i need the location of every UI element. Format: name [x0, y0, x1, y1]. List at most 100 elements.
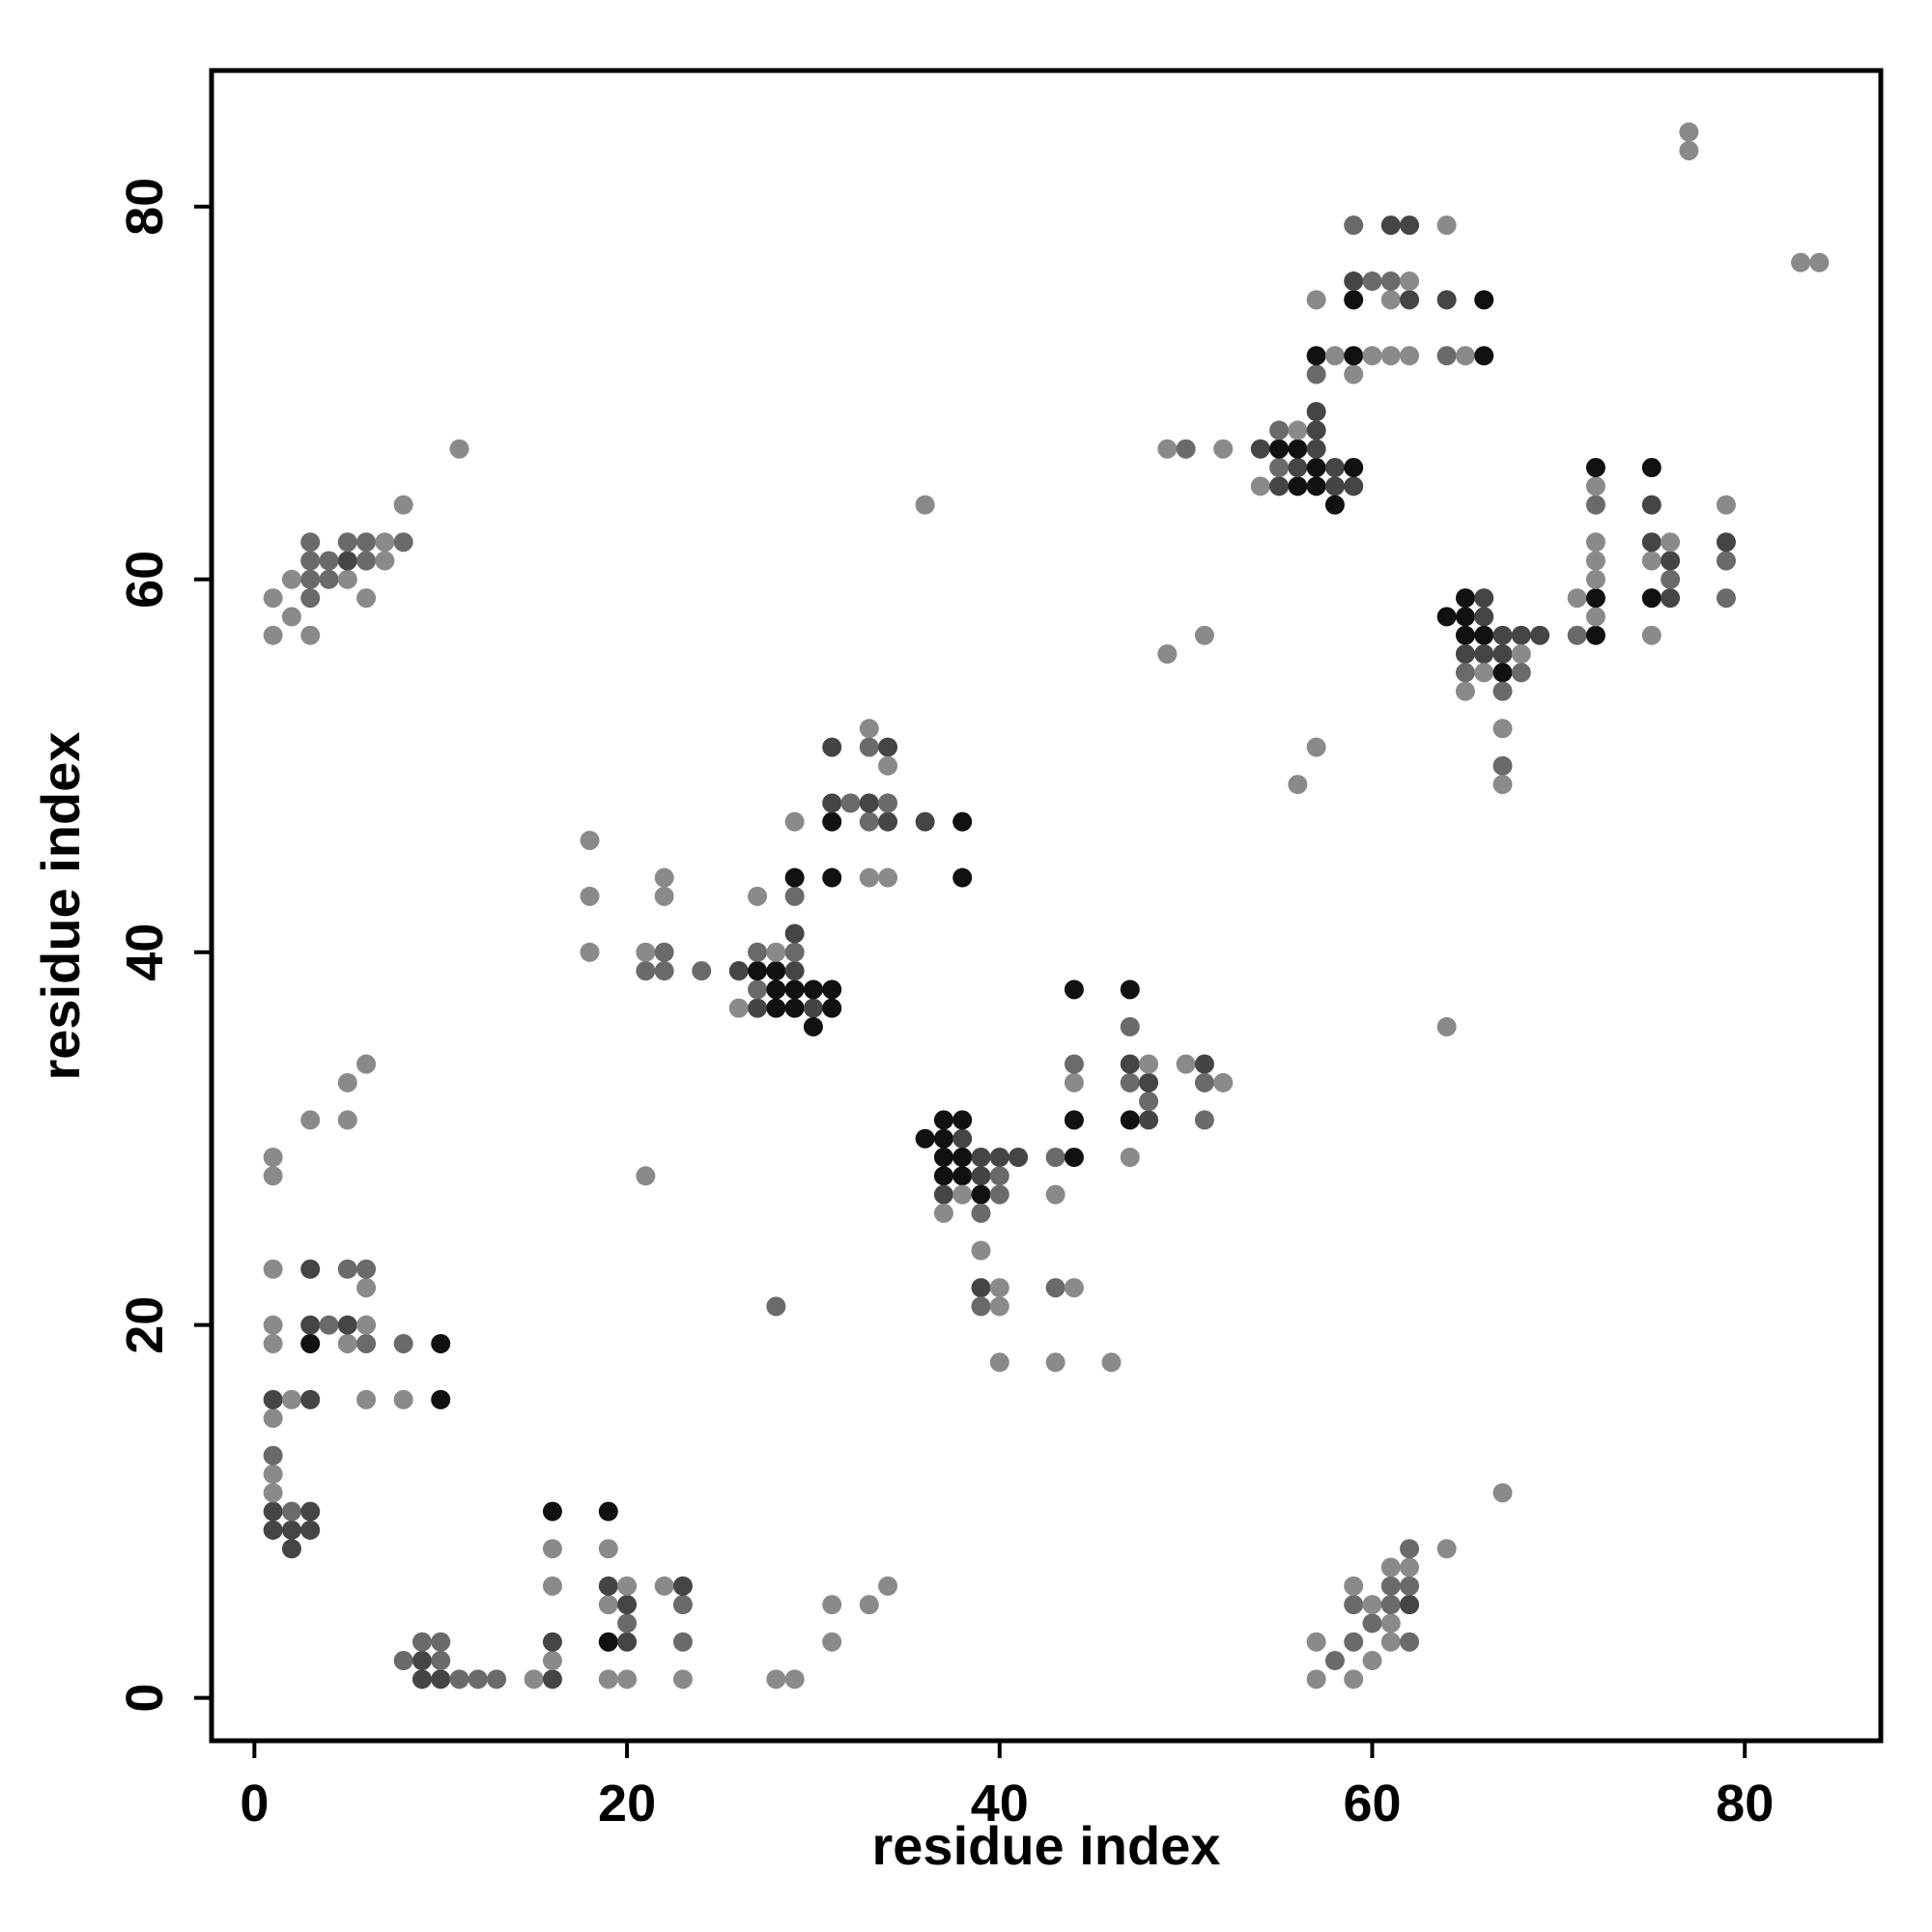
- contact-point: [840, 793, 861, 813]
- contact-point: [542, 1651, 562, 1671]
- contact-point: [1474, 663, 1494, 683]
- contact-point: [915, 811, 935, 832]
- contact-point: [1511, 663, 1531, 683]
- contact-point: [281, 569, 301, 589]
- contact-point: [1436, 1016, 1457, 1037]
- contact-point: [784, 886, 805, 906]
- contact-point: [1436, 1539, 1457, 1559]
- contact-point: [1585, 607, 1605, 627]
- contact-point: [598, 1632, 618, 1652]
- contact-point: [971, 1278, 991, 1298]
- contact-point: [1400, 1557, 1420, 1577]
- contact-point: [263, 1148, 283, 1168]
- contact-point: [1679, 140, 1699, 160]
- contact-point: [617, 1595, 638, 1615]
- contact-point: [1306, 1669, 1326, 1690]
- contact-point: [1400, 271, 1420, 292]
- contact-point: [878, 793, 898, 813]
- contact-point: [1362, 1595, 1382, 1615]
- contact-point: [1400, 346, 1420, 366]
- contact-point: [300, 1389, 321, 1409]
- contact-point: [1344, 1669, 1364, 1690]
- x-axis-title: residue index: [871, 1815, 1220, 1876]
- contact-point: [1380, 1613, 1401, 1634]
- contact-point: [319, 1315, 339, 1335]
- contact-point: [952, 1110, 973, 1130]
- contact-point: [784, 980, 805, 1000]
- y-axis: 0 20 40 60 80: [116, 178, 212, 1713]
- contact-point: [1344, 364, 1364, 384]
- contact-point: [393, 1389, 413, 1409]
- contact-point: [1306, 420, 1326, 440]
- contact-point: [766, 1296, 786, 1317]
- contact-point: [1194, 1110, 1214, 1130]
- contact-point: [598, 1539, 618, 1559]
- x-tick-label: 40: [971, 1775, 1029, 1833]
- contact-point: [1641, 551, 1662, 571]
- contact-point: [393, 1651, 413, 1671]
- contact-point: [784, 942, 805, 962]
- contact-point: [393, 495, 413, 515]
- contact-point: [878, 737, 898, 757]
- contact-point: [598, 1595, 618, 1615]
- contact-point: [412, 1669, 432, 1690]
- contact-point: [1474, 643, 1494, 664]
- plot-frame: [209, 68, 1884, 1744]
- contact-point: [672, 1669, 693, 1690]
- contact-point: [1101, 1352, 1122, 1373]
- contact-point: [300, 625, 321, 645]
- contact-point: [989, 1278, 1009, 1298]
- contact-point: [1288, 420, 1308, 440]
- contact-point: [728, 998, 749, 1018]
- contact-point: [263, 1408, 283, 1429]
- x-tick-label: 80: [1716, 1775, 1774, 1833]
- contact-point: [1288, 775, 1308, 795]
- contact-point: [822, 998, 842, 1018]
- contact-point: [337, 1315, 357, 1335]
- contact-point: [1661, 551, 1681, 571]
- contact-point: [1194, 1054, 1214, 1074]
- contact-point: [356, 532, 377, 553]
- contact-point: [1380, 1576, 1401, 1596]
- contact-point: [412, 1651, 432, 1671]
- contact-point: [263, 1520, 283, 1540]
- contact-point: [989, 1184, 1009, 1205]
- contact-point: [1641, 532, 1662, 553]
- contact-point: [1344, 215, 1364, 236]
- contact-point: [1436, 290, 1457, 310]
- contact-point: [989, 1148, 1009, 1168]
- contact-point: [933, 1203, 953, 1223]
- contact-point: [1120, 1072, 1140, 1093]
- contact-point: [1045, 1148, 1065, 1168]
- contact-point: [1139, 1054, 1159, 1074]
- contact-point: [933, 1166, 953, 1186]
- contact-point: [1400, 290, 1420, 310]
- contact-point: [431, 1669, 451, 1690]
- contact-point: [542, 1576, 562, 1596]
- contact-point: [1306, 290, 1326, 310]
- contact-point: [1306, 458, 1326, 478]
- contact-point: [1045, 1352, 1065, 1373]
- contact-point: [1045, 1278, 1065, 1298]
- contact-point: [933, 1110, 953, 1130]
- contact-point: [784, 923, 805, 944]
- contact-point: [1120, 980, 1140, 1000]
- contact-point: [1436, 346, 1457, 366]
- contact-point: [1474, 588, 1494, 609]
- contact-point: [1436, 607, 1457, 627]
- contact-point: [1400, 1576, 1420, 1596]
- y-tick-label: 40: [116, 923, 174, 981]
- contact-point: [803, 1016, 823, 1037]
- contact-point: [617, 1613, 638, 1634]
- contact-point: [1064, 980, 1084, 1000]
- contact-point: [672, 1632, 693, 1652]
- contact-point: [822, 737, 842, 757]
- contact-point: [1120, 1148, 1140, 1168]
- contact-point: [580, 830, 600, 850]
- contact-point: [393, 1333, 413, 1353]
- contact-point: [337, 551, 357, 571]
- contact-point: [859, 719, 879, 739]
- contact-point: [1139, 1092, 1159, 1112]
- contact-point: [1455, 625, 1475, 645]
- contact-point: [1324, 476, 1345, 497]
